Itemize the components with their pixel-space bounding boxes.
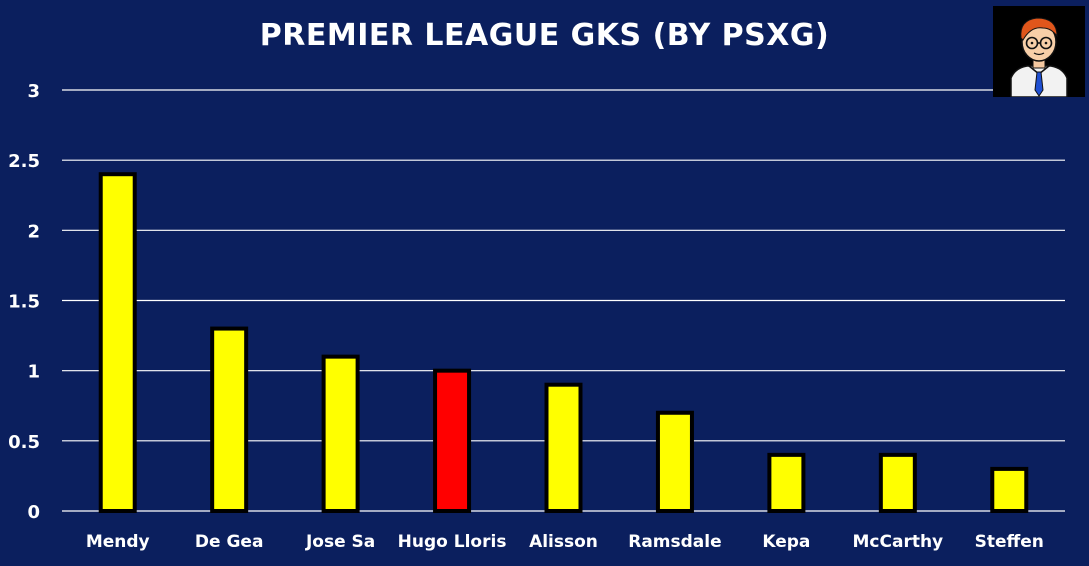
y-axis-tick-labels: 0 0.5 1 1.5 2 2.5 3 xyxy=(8,81,40,523)
y-tick-label: 2.5 xyxy=(8,151,40,172)
x-category-label: Ramsdale xyxy=(628,532,721,552)
cartoon-avatar-icon xyxy=(993,6,1085,98)
y-tick-label: 1 xyxy=(27,362,40,383)
bar-mendy xyxy=(98,172,137,513)
x-category-label: De Gea xyxy=(195,532,264,552)
bars xyxy=(98,172,1029,514)
bar-jose-sa xyxy=(321,354,360,513)
bar-kepa xyxy=(767,452,806,514)
y-tick-label: 3 xyxy=(27,81,40,102)
y-tick-label: 0.5 xyxy=(8,432,40,453)
y-tick-label: 2 xyxy=(27,221,40,242)
bar-de-gea xyxy=(210,326,249,514)
x-category-label: Jose Sa xyxy=(305,532,375,552)
y-tick-label: 1.5 xyxy=(8,292,40,313)
bar-hugo-lloris xyxy=(433,368,472,513)
x-category-label: Steffen xyxy=(975,532,1044,552)
x-category-label: Hugo Lloris xyxy=(398,532,507,552)
x-category-label: Kepa xyxy=(762,532,810,552)
x-category-label: Alisson xyxy=(529,532,598,552)
bar-mccarthy xyxy=(878,452,917,514)
x-category-label: Mendy xyxy=(86,532,150,552)
bar-steffen xyxy=(990,466,1029,513)
bar-alisson xyxy=(544,382,583,514)
chart-title: PREMIER LEAGUE GKS (BY PSXG) xyxy=(259,18,830,53)
bar-ramsdale xyxy=(655,410,694,513)
x-category-label: McCarthy xyxy=(853,532,944,552)
x-axis-category-labels: Mendy De Gea Jose Sa Hugo Lloris Alisson Rams… xyxy=(86,532,1044,552)
y-tick-label: 0 xyxy=(27,502,40,523)
